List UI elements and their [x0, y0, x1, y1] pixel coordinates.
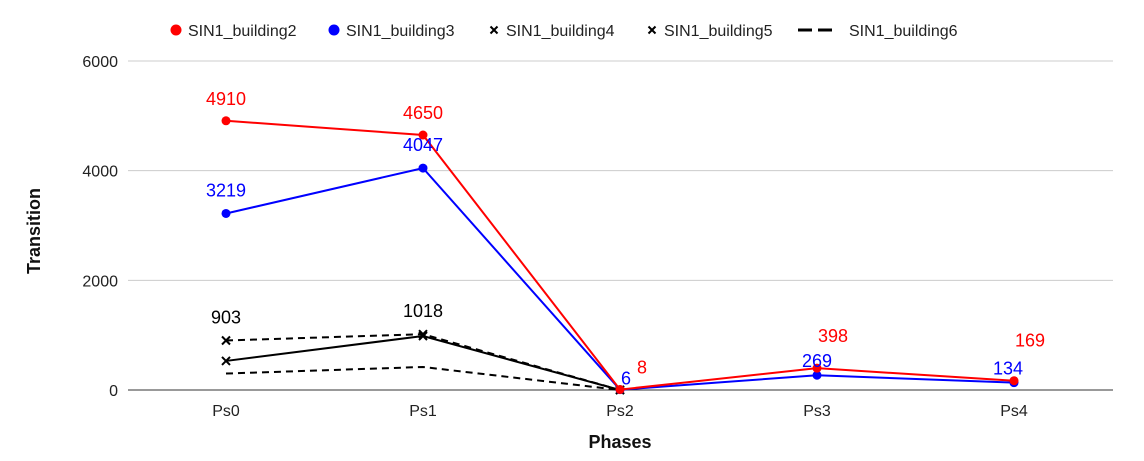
legend-item: SIN1_building2	[170, 23, 297, 40]
legend-swatch	[489, 25, 499, 35]
series-line	[225, 333, 621, 391]
data-label: 8	[637, 358, 647, 378]
legend-label: SIN1_building4	[506, 23, 615, 40]
x-tick-label: Ps0	[212, 403, 240, 420]
series-SIN1_building4	[221, 331, 625, 395]
data-point	[615, 385, 625, 395]
data-labels: 4910 4650 8 398 169 3219 4047 6 269 134 903 1018	[206, 89, 1045, 389]
data-label: 3219	[206, 180, 246, 200]
data-label: 1018	[403, 301, 443, 321]
data-label: 398	[818, 326, 848, 346]
data-label: 6	[621, 369, 631, 389]
data-point	[418, 331, 428, 341]
series-lines	[221, 116, 1019, 395]
legend-swatch	[170, 24, 182, 36]
y-tick-label: 4000	[82, 164, 118, 181]
legend-item: SIN1_building6	[798, 23, 958, 40]
data-label: 134	[993, 359, 1023, 379]
gridlines	[128, 60, 1113, 281]
x-tick-label: Ps1	[409, 403, 437, 420]
series-line	[225, 166, 1015, 391]
series-SIN1_building3	[221, 163, 1019, 395]
y-axis-title: Transition	[24, 188, 44, 274]
legend-label: SIN1_building6	[849, 23, 958, 40]
y-tick-label: 6000	[82, 54, 118, 71]
y-tick-label: 2000	[82, 273, 118, 290]
data-label: 4910	[206, 89, 246, 109]
series-SIN1_building5	[221, 329, 625, 395]
data-point	[418, 130, 428, 140]
data-point	[812, 363, 822, 373]
legend-item: SIN1_building4	[489, 23, 615, 40]
series-line	[225, 365, 621, 391]
x-tick-label: Ps2	[606, 403, 634, 420]
legend-label: SIN1_building5	[664, 23, 773, 40]
x-tick-label: Ps4	[1000, 403, 1028, 420]
data-label: 269	[802, 351, 832, 371]
data-point	[221, 208, 231, 218]
series-SIN1_building6	[225, 365, 621, 391]
legend-label: SIN1_building2	[188, 23, 297, 40]
data-point	[812, 370, 822, 380]
data-label: 4047	[403, 135, 443, 155]
series-line	[225, 334, 621, 391]
legend-swatch	[328, 24, 340, 36]
data-point	[1009, 376, 1019, 386]
legend-item: SIN1_building3	[328, 23, 455, 40]
x-axis-title: Phases	[588, 432, 651, 452]
data-point	[221, 335, 231, 346]
data-point	[221, 356, 231, 366]
data-point	[418, 163, 428, 173]
series-SIN1_building2	[221, 116, 1019, 395]
legend-label: SIN1_building3	[346, 23, 455, 40]
legend: SIN1_building2 SIN1_building3 SIN1_buildin…	[170, 23, 958, 40]
data-point	[221, 116, 231, 126]
data-label: 4650	[403, 103, 443, 123]
legend-swatch	[647, 25, 657, 35]
axes: 0 2000 4000 6000 Ps0 Ps1 Ps2 Ps3 Ps4	[82, 54, 1113, 420]
data-label: 169	[1015, 331, 1045, 351]
legend-item: SIN1_building5	[647, 23, 773, 40]
x-tick-label: Ps3	[803, 403, 831, 420]
series-line	[225, 119, 1015, 391]
y-tick-label: 0	[109, 383, 118, 400]
data-label: 903	[211, 307, 241, 327]
